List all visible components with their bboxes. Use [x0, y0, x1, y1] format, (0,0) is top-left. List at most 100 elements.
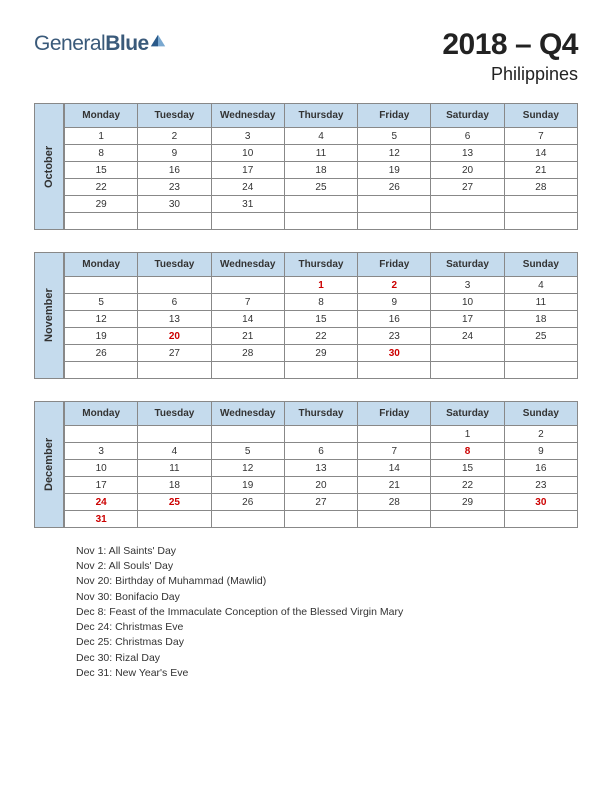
day-header: Monday — [65, 104, 138, 128]
day-cell: 31 — [211, 196, 284, 213]
day-cell — [138, 213, 211, 230]
week-row: 24252627282930 — [65, 494, 578, 511]
day-cell: 20 — [284, 477, 357, 494]
day-cell: 5 — [65, 294, 138, 311]
day-cell — [284, 213, 357, 230]
day-cell: 31 — [65, 511, 138, 528]
holiday-item: Nov 20: Birthday of Muhammad (Mawlid) — [76, 574, 416, 589]
logo-word2: Blue — [105, 32, 149, 55]
day-cell: 25 — [138, 494, 211, 511]
day-cell — [431, 362, 504, 379]
day-cell: 18 — [284, 162, 357, 179]
week-row: 10111213141516 — [65, 460, 578, 477]
day-cell — [211, 277, 284, 294]
day-cell: 21 — [358, 477, 431, 494]
day-header: Thursday — [284, 104, 357, 128]
header: GeneralBlue 2018 – Q4 Philippines — [34, 28, 578, 85]
day-cell: 16 — [504, 460, 577, 477]
day-cell: 30 — [138, 196, 211, 213]
day-header: Monday — [65, 402, 138, 426]
day-cell — [138, 277, 211, 294]
day-cell: 17 — [431, 311, 504, 328]
page-title: 2018 – Q4 — [442, 28, 578, 62]
day-cell: 12 — [211, 460, 284, 477]
day-cell — [138, 362, 211, 379]
day-cell: 24 — [211, 179, 284, 196]
month-tab: November — [34, 252, 64, 379]
day-cell: 20 — [431, 162, 504, 179]
holiday-item: Nov 1: All Saints' Day — [76, 544, 416, 559]
week-row: 12131415161718 — [65, 311, 578, 328]
day-cell: 17 — [65, 477, 138, 494]
day-cell: 2 — [504, 426, 577, 443]
day-cell: 22 — [284, 328, 357, 345]
day-cell: 16 — [358, 311, 431, 328]
day-cell: 4 — [284, 128, 357, 145]
week-row: 31 — [65, 511, 578, 528]
day-header: Saturday — [431, 402, 504, 426]
day-cell: 14 — [358, 460, 431, 477]
day-cell: 26 — [358, 179, 431, 196]
day-cell: 30 — [358, 345, 431, 362]
day-cell: 15 — [431, 460, 504, 477]
day-cell: 13 — [284, 460, 357, 477]
day-cell: 7 — [504, 128, 577, 145]
day-cell: 14 — [211, 311, 284, 328]
day-cell: 16 — [138, 162, 211, 179]
day-cell: 9 — [358, 294, 431, 311]
day-cell: 23 — [138, 179, 211, 196]
day-cell: 11 — [138, 460, 211, 477]
day-cell: 22 — [65, 179, 138, 196]
day-cell — [431, 196, 504, 213]
day-cell: 29 — [431, 494, 504, 511]
day-header: Wednesday — [211, 402, 284, 426]
week-row: 1234567 — [65, 128, 578, 145]
calendar-month-october: OctoberMondayTuesdayWednesdayThursdayFri… — [34, 103, 578, 230]
day-cell — [65, 277, 138, 294]
calendar-month-december: DecemberMondayTuesdayWednesdayThursdayFr… — [34, 401, 578, 528]
calendar-month-november: NovemberMondayTuesdayWednesdayThursdayFr… — [34, 252, 578, 379]
day-cell — [211, 213, 284, 230]
day-header: Tuesday — [138, 253, 211, 277]
day-cell: 2 — [138, 128, 211, 145]
week-row: 15161718192021 — [65, 162, 578, 179]
day-cell — [211, 362, 284, 379]
day-cell: 2 — [358, 277, 431, 294]
day-cell: 8 — [284, 294, 357, 311]
day-cell — [358, 511, 431, 528]
day-cell: 15 — [284, 311, 357, 328]
week-row: 2627282930 — [65, 345, 578, 362]
week-row: 293031 — [65, 196, 578, 213]
calendars-container: OctoberMondayTuesdayWednesdayThursdayFri… — [34, 103, 578, 528]
day-cell: 19 — [358, 162, 431, 179]
week-row: 22232425262728 — [65, 179, 578, 196]
holiday-item: Nov 2: All Souls' Day — [76, 559, 416, 574]
day-header: Monday — [65, 253, 138, 277]
day-header: Wednesday — [211, 104, 284, 128]
day-cell: 8 — [65, 145, 138, 162]
day-cell: 7 — [211, 294, 284, 311]
day-cell: 12 — [358, 145, 431, 162]
day-header: Friday — [358, 402, 431, 426]
day-cell: 8 — [431, 443, 504, 460]
title-block: 2018 – Q4 Philippines — [442, 28, 578, 85]
week-row: 3456789 — [65, 443, 578, 460]
day-cell: 13 — [138, 311, 211, 328]
holiday-item: Dec 31: New Year's Eve — [76, 666, 416, 681]
day-cell: 28 — [358, 494, 431, 511]
week-row: 19202122232425 — [65, 328, 578, 345]
logo-word1: General — [34, 32, 105, 55]
day-cell: 29 — [65, 196, 138, 213]
day-header: Sunday — [504, 402, 577, 426]
day-cell: 6 — [138, 294, 211, 311]
day-header: Saturday — [431, 253, 504, 277]
day-cell — [284, 426, 357, 443]
holiday-item: Dec 25: Christmas Day — [76, 635, 416, 650]
day-cell — [358, 426, 431, 443]
day-cell: 11 — [504, 294, 577, 311]
day-cell: 26 — [65, 345, 138, 362]
day-cell: 10 — [65, 460, 138, 477]
day-cell: 17 — [211, 162, 284, 179]
day-cell: 24 — [65, 494, 138, 511]
day-cell: 4 — [138, 443, 211, 460]
